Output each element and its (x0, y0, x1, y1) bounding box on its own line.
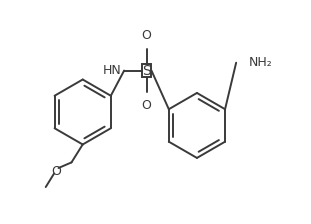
Text: HN: HN (102, 64, 121, 77)
Text: O: O (51, 165, 61, 178)
Text: S: S (142, 64, 151, 78)
Text: NH₂: NH₂ (248, 56, 272, 69)
Text: O: O (142, 29, 151, 42)
FancyBboxPatch shape (142, 64, 151, 77)
Text: O: O (142, 99, 151, 112)
